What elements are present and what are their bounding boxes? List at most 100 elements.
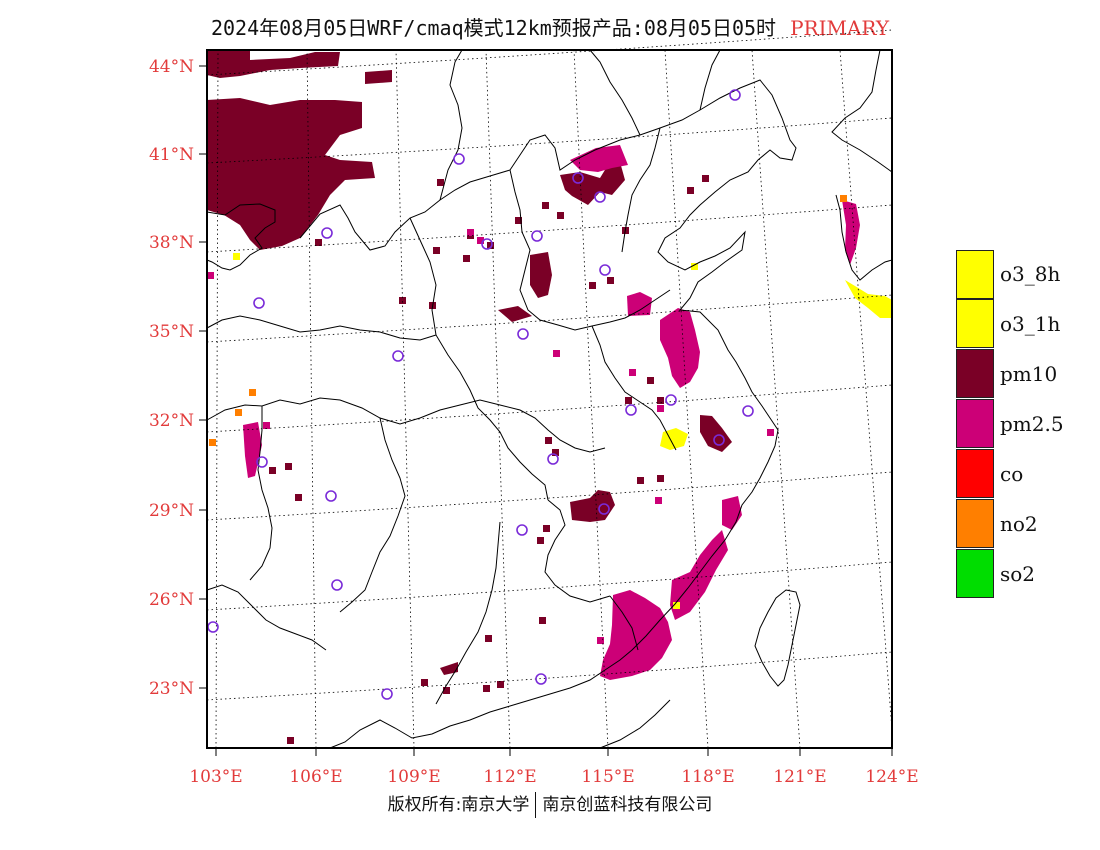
station-marker [594,191,606,203]
graticule [206,29,893,749]
legend-swatch [956,349,994,398]
boundary-lines [206,49,893,749]
pollution-cell-pm10 [702,175,709,182]
latitude-label: 32°N [149,411,194,431]
legend-swatch [956,449,994,498]
pollution-cell-o3_8h [233,253,240,260]
parallel-line [206,651,893,701]
pollution-cell-pm10 [463,255,470,262]
station-marker [253,297,265,309]
pollution-cell-pm2.5 [767,429,774,436]
pollution-cell-pm10 [539,617,546,624]
station-marker [729,89,741,101]
station-marker [547,453,559,465]
legend-item: so2 [956,549,1064,599]
pollution-cell-pm2.5 [597,637,604,644]
legend-label: o3_1h [1000,312,1061,336]
pollution-cell-pm10 [543,525,550,532]
boundary-line [699,49,721,111]
pollution-area-pm2.5 [660,308,700,388]
pollution-areas [207,50,892,744]
legend-item: o3_8h [956,249,1064,299]
map-frame [206,49,893,749]
boundary-line [544,499,611,603]
pollution-cell-pm2.5 [553,350,560,357]
pollution-cell-pm10 [315,239,322,246]
pollution-cell-pm10 [485,635,492,642]
monitoring-stations [207,89,754,700]
meridian-line [839,49,893,731]
boundary-line [206,315,437,341]
parallel-line [206,471,893,521]
map-title: 2024年08月05日WRF/cmaq模式12km预报产品:08月05日05时 P… [0,12,1100,41]
pollution-cell-pm10 [443,687,450,694]
legend-swatch [956,399,994,448]
station-marker [531,230,543,242]
latitude-labels: 44°N 41°N 38°N 35°N 32°N 29°N 26°N 23°N [149,57,194,699]
pollution-area-pm2.5 [842,200,860,265]
pollution-area-pm2.5 [243,422,262,478]
station-marker [207,621,219,633]
latitude-label: 41°N [149,145,194,165]
pollution-cell-pm10 [487,242,494,249]
copyright-right: 南京创蓝科技有限公司 [542,795,713,815]
station-marker [381,688,393,700]
parallel-line [206,561,893,611]
pollution-cell-pm10 [269,467,276,474]
meridian-line [395,49,415,749]
longitude-label: 109°E [387,767,440,787]
pollution-cell-pm10 [542,202,549,209]
longitude-label: 103°E [189,767,242,787]
longitude-label: 118°E [681,767,734,787]
longitude-label: 106°E [289,767,342,787]
legend-swatch [956,249,994,299]
pollution-cell-o3_8h [673,602,680,609]
pollution-cell-pm2.5 [467,229,474,236]
pollution-area-pm2.5 [722,496,742,530]
station-marker [517,328,529,340]
pollution-cell-pm10 [515,217,522,224]
pollution-cell-pm10 [657,475,664,482]
pollution-cell-pm2.5 [477,237,484,244]
boundary-line [609,595,639,651]
pollution-cell-no2 [209,439,216,446]
latitude-label: 26°N [149,590,194,610]
pollution-area-o3_8h [845,280,892,318]
pollution-cell-pm10 [657,397,664,404]
legend-swatch [956,549,994,598]
pollution-cell-pm10 [625,397,632,404]
boundary-line [206,203,276,271]
legend-item: no2 [956,499,1064,549]
pollution-area-pm10 [207,50,340,78]
pollution-cell-pm10 [295,494,302,501]
latitude-label: 23°N [149,679,194,699]
pollution-cell-pm10 [557,212,564,219]
pollution-cell-pm10 [497,681,504,688]
pollution-cell-no2 [840,195,847,202]
pollution-area-pm10 [498,306,532,322]
longitude-label: 121°E [773,767,826,787]
boundary-line [249,406,273,581]
longitude-labels: 103°E 106°E 109°E 112°E 115°E 118°E 121°E 124°E [189,767,918,787]
pollution-area-pm2.5 [670,530,728,620]
parallel-line [206,384,893,433]
longitude-label: 115°E [581,767,634,787]
boundary-line [591,325,677,451]
pollution-cell-pm10 [607,277,614,284]
boundary-line [621,127,661,253]
pollution-area-pm10 [207,98,375,250]
station-marker [256,456,268,468]
pollution-cell-pm2.5 [629,369,636,376]
latitude-label: 29°N [149,501,194,521]
legend-label: no2 [1000,512,1038,536]
pollution-cell-pm10 [637,477,644,484]
legend-swatch [956,299,994,348]
boundary-line [435,521,501,705]
station-marker [453,153,465,165]
pollution-area-pm10 [440,662,458,675]
legend-item: o3_1h [956,299,1064,349]
pollution-cell-pm10 [399,297,406,304]
pollution-cell-pm10 [552,449,559,456]
pollution-cell-no2 [249,389,256,396]
